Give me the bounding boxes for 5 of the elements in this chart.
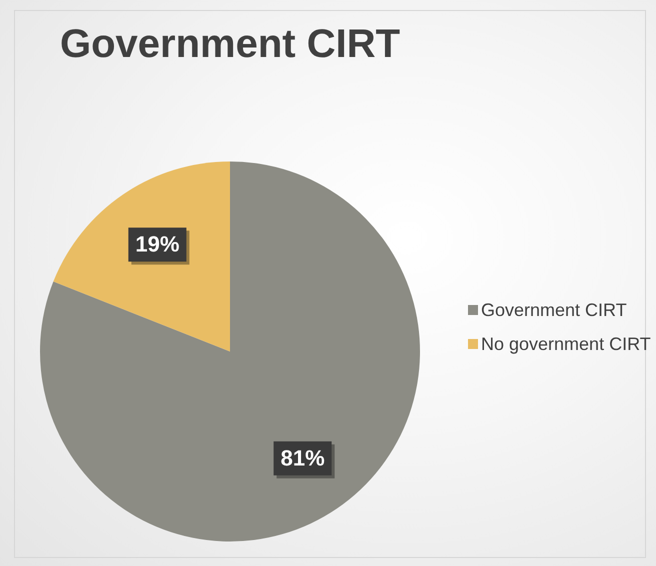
legend-label: Government CIRT xyxy=(481,300,627,321)
data-label: 19% xyxy=(135,232,180,257)
legend-label: No government CIRT xyxy=(481,334,651,355)
chart-title: Government CIRT xyxy=(60,22,400,66)
data-label: 81% xyxy=(280,445,325,470)
